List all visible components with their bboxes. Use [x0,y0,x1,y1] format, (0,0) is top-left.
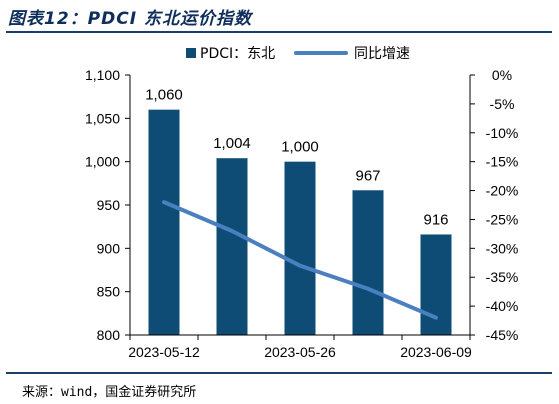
right-tick-label: -5% [490,96,515,112]
right-tick-label: -10% [486,125,519,141]
right-tick-label: -15% [486,154,519,170]
bar [420,234,452,335]
source-note: 来源：wind，国金证券研究所 [22,385,197,400]
data-label: 967 [355,167,380,184]
chart-title: 图表12：PDCI 东北运价指数 [8,9,252,29]
right-tick-label: -45% [486,327,519,343]
right-tick-label: -35% [486,269,519,285]
x-tick-label: 2023-06-09 [400,344,472,360]
right-tick-label: 0% [492,67,512,83]
top-rule [6,31,552,33]
left-tick-label: 800 [97,327,121,343]
left-tick-label: 1,000 [85,154,120,170]
data-label: 1,060 [145,87,183,104]
bar [148,109,180,336]
line-series [162,200,438,320]
legend: PDCI：东北 同比增速 [186,46,410,62]
legend-bar-label: PDCI：东北 [200,46,275,62]
bar [352,190,384,335]
bar-series [148,109,452,336]
right-tick-label: -20% [486,183,519,199]
left-tick-label: 1,100 [85,67,120,83]
left-tick-label: 900 [97,240,121,256]
right-y-axis: -45% -40% -35% -30% -25% -20% -15% -10% -5% 0% [469,67,519,343]
bar [284,161,316,335]
right-tick-label: -40% [486,298,519,314]
x-tick-label: 2023-05-26 [264,344,336,360]
left-tick-label: 1,050 [85,110,120,126]
legend-line-label: 同比增速 [354,46,410,62]
bar [216,158,248,335]
bottom-rule [6,372,552,374]
yoy-line [162,200,438,320]
x-tick-label: 2023-05-12 [128,344,200,360]
x-axis: 2023-05-12 2023-05-26 2023-06-09 [128,334,472,360]
data-label: 1,004 [213,135,251,152]
data-labels: 1,060 1,004 1,000 967 916 [145,87,448,229]
legend-bar-swatch [186,48,196,58]
left-tick-label: 850 [97,284,121,300]
data-label: 1,000 [281,139,319,156]
right-tick-label: -25% [486,211,519,227]
right-tick-label: -30% [486,240,519,256]
left-tick-label: 950 [97,197,121,213]
data-label: 916 [423,211,448,228]
left-y-axis: 800 850 900 950 1,000 1,050 1,100 [85,67,131,343]
